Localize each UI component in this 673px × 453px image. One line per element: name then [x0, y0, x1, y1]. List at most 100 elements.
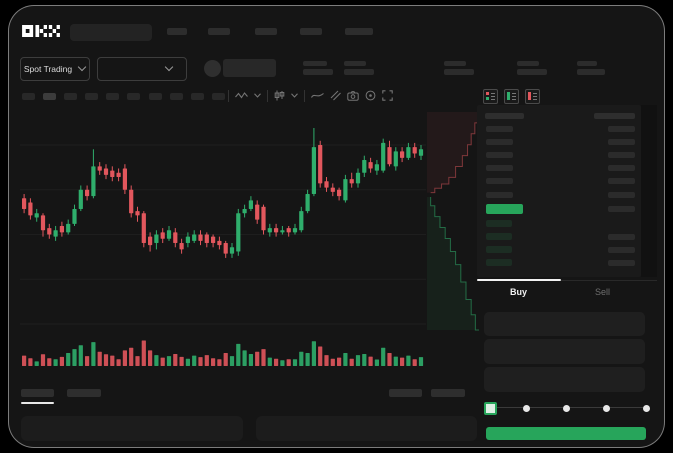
volume-bar	[361, 353, 366, 366]
order-form-field[interactable]	[483, 311, 645, 336]
volume-bar	[254, 351, 259, 366]
volume-bar	[84, 355, 89, 366]
timeframe-button[interactable]	[148, 92, 162, 100]
candle-body	[90, 165, 95, 196]
bid-price-placeholder[interactable]	[485, 232, 512, 240]
volume-bar	[248, 353, 253, 366]
volume-bar	[191, 355, 196, 366]
timeframe-button[interactable]	[169, 92, 183, 100]
timeframe-button[interactable]	[211, 92, 225, 100]
volume-bar	[116, 358, 121, 366]
volume-bar	[172, 353, 177, 366]
ask-price-placeholder[interactable]	[485, 151, 513, 158]
volume-bar	[166, 355, 171, 366]
candle-body	[97, 165, 102, 171]
orders-action-placeholder[interactable]	[388, 388, 422, 397]
volume-bar	[204, 354, 209, 366]
volume-bar	[185, 358, 190, 366]
ask-amount-placeholder	[607, 125, 635, 132]
volume-bar	[336, 357, 341, 366]
chevron-down-icon	[164, 62, 173, 72]
divider	[266, 89, 268, 102]
slider-stop-dot[interactable]	[642, 404, 650, 412]
camera-icon[interactable]	[346, 90, 359, 101]
ask-price-placeholder[interactable]	[485, 165, 513, 172]
fullscreen-icon[interactable]	[381, 90, 393, 101]
order-book-gutter	[640, 104, 657, 277]
timeframe-button[interactable]	[126, 92, 140, 100]
depth-bids-line	[429, 196, 479, 330]
chevron-down-icon[interactable]	[253, 93, 261, 98]
slider-stop-dot[interactable]	[602, 404, 610, 412]
stat-label-placeholder	[343, 60, 366, 66]
slider-stop-dot[interactable]	[522, 404, 530, 412]
target-settings-icon[interactable]	[365, 90, 376, 101]
timeframe-button[interactable]	[42, 92, 56, 100]
slider-stop-dot[interactable]	[562, 404, 570, 412]
indicators-wave-icon[interactable]	[234, 91, 248, 100]
timeframe-button[interactable]	[84, 92, 98, 100]
bid-price-placeholder[interactable]	[485, 245, 512, 253]
market-type-selector[interactable]: Spot Trading	[19, 56, 90, 81]
volume-bar	[393, 356, 398, 366]
depth-asks-line	[430, 111, 479, 193]
orderbook-asks-only-icon[interactable]	[524, 88, 540, 104]
volume-bar	[292, 358, 297, 366]
candle-body	[216, 240, 221, 245]
candle-body	[223, 242, 228, 254]
ask-price-placeholder[interactable]	[485, 178, 513, 185]
candle-body	[412, 146, 417, 154]
candle-body	[368, 161, 373, 168]
ask-amount-placeholder	[607, 191, 635, 198]
orders-tab-underline	[20, 401, 54, 404]
bid-price-placeholder[interactable]	[485, 258, 512, 266]
order-form-field[interactable]	[483, 366, 645, 392]
buy-submit-button[interactable]	[485, 426, 646, 440]
volume-bar	[399, 357, 404, 366]
timeframe-button[interactable]	[190, 92, 204, 100]
tab-sell[interactable]: Sell	[594, 286, 610, 297]
search-input[interactable]	[69, 23, 152, 41]
ask-price-placeholder[interactable]	[485, 125, 513, 132]
bid-price-placeholder[interactable]	[485, 219, 512, 227]
volume-bar	[223, 352, 228, 366]
orders-table-placeholder	[20, 415, 243, 441]
order-form-field[interactable]	[483, 338, 645, 364]
nav-item[interactable]	[299, 27, 322, 35]
orders-tab[interactable]	[20, 388, 54, 397]
nav-item[interactable]	[344, 27, 373, 35]
candle-body	[191, 234, 196, 241]
bid-amount-placeholder	[607, 259, 635, 266]
amount-slider-handle[interactable]	[483, 401, 497, 415]
timeframe-button[interactable]	[63, 92, 77, 100]
nav-item[interactable]	[207, 27, 230, 35]
line-style-icon[interactable]	[310, 91, 324, 100]
ask-price-placeholder[interactable]	[485, 191, 513, 198]
candle-body	[128, 189, 133, 213]
nav-item[interactable]	[254, 27, 277, 35]
tab-buy[interactable]: Buy	[509, 286, 527, 297]
orders-tab[interactable]	[66, 388, 101, 397]
nav-item[interactable]	[166, 27, 187, 35]
volume-bar	[386, 352, 392, 366]
orderbook-combined-icon[interactable]	[482, 88, 498, 104]
ask-price-placeholder[interactable]	[485, 138, 513, 145]
pair-selector-dropdown[interactable]	[96, 56, 187, 81]
last-price-highlight[interactable]	[485, 203, 523, 214]
divider	[303, 89, 305, 102]
orderbook-bids-only-icon[interactable]	[503, 88, 519, 104]
candle-body	[279, 229, 284, 232]
orders-table-placeholder	[255, 415, 477, 441]
volume-bar	[380, 347, 385, 366]
stat-value-placeholder	[576, 68, 605, 75]
volume-bar	[286, 358, 291, 366]
candle-type-icon[interactable]	[274, 90, 285, 101]
market-type-label: Spot Trading	[23, 63, 73, 74]
timeframe-button[interactable]	[21, 92, 35, 100]
chevron-down-icon[interactable]	[290, 93, 298, 98]
orders-action-placeholder[interactable]	[430, 388, 465, 397]
volume-bar	[279, 359, 284, 366]
timeframe-button[interactable]	[105, 92, 119, 100]
draw-tool-icon[interactable]	[330, 90, 341, 101]
candle-body	[204, 234, 209, 243]
